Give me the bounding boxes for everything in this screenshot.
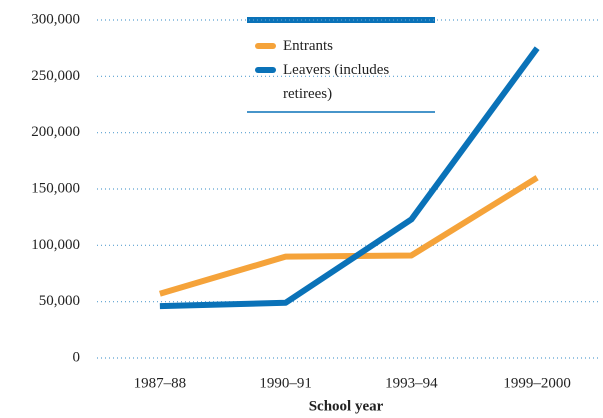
y-tick-label: 150,000 [31,180,80,196]
legend-label: Leavers (includes retirees) [283,62,390,102]
legend-label: Entrants [283,38,333,54]
y-tick-label: 300,000 [31,11,80,27]
x-tick-label: 1999–2000 [503,375,571,391]
y-tick-label: 100,000 [31,237,80,253]
y-tick-label: 200,000 [31,124,80,140]
x-tick-label: 1993–94 [385,375,438,391]
x-tick-label: 1987–88 [134,375,187,391]
y-tick-label: 250,000 [31,68,80,84]
x-axis-label: School year [309,398,384,414]
y-tick-label: 50,000 [39,293,80,309]
series-line [159,175,539,297]
series-line [159,46,540,310]
x-tick-label: 1990–91 [259,375,312,391]
y-tick-label: 0 [73,349,81,365]
